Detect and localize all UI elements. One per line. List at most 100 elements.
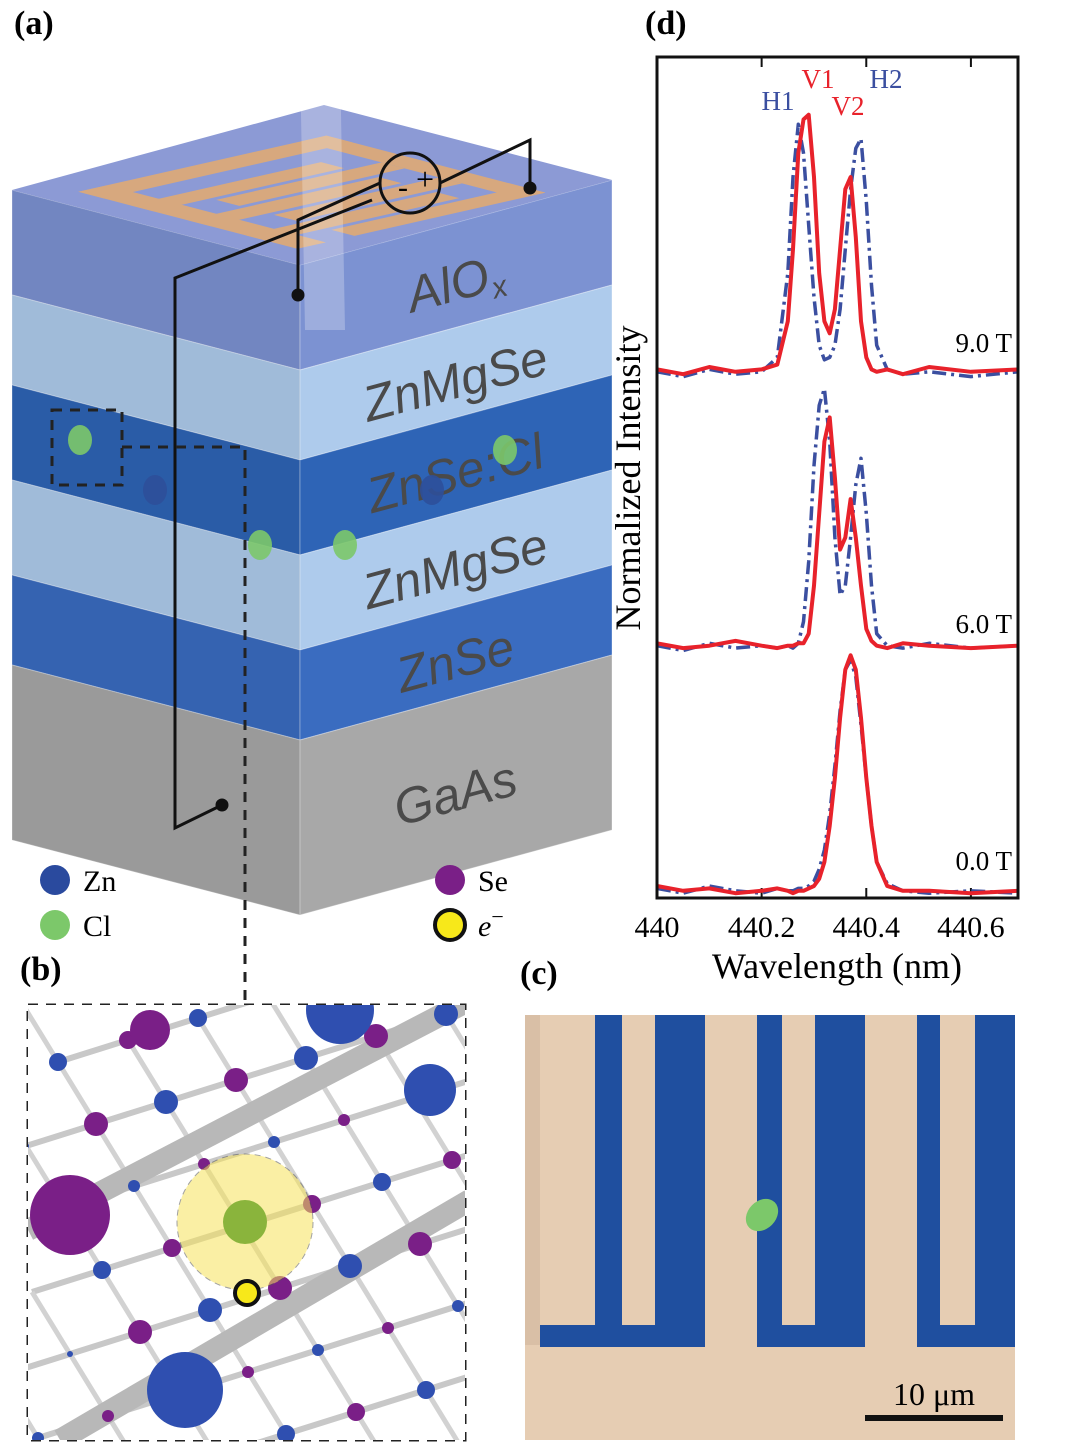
x-axis-label: Wavelength (nm) [712, 946, 962, 986]
bond [31, 1267, 103, 1295]
bond [139, 1307, 211, 1335]
atom [30, 1175, 110, 1255]
bond [28, 1008, 61, 1064]
bond [28, 1351, 71, 1371]
atom [0, 1373, 3, 1379]
bond [57, 1037, 129, 1065]
spectrum-line [656, 653, 1019, 896]
spectrum-line [656, 415, 1019, 651]
atom [443, 1151, 461, 1169]
bond [451, 1152, 465, 1163]
atom [93, 1261, 111, 1279]
legend-label: Cl [83, 910, 111, 943]
peak-label: H1 [762, 86, 795, 116]
atom [306, 1005, 374, 1044]
atom [478, 1210, 502, 1234]
bond [315, 1348, 359, 1414]
lattice [0, 987, 528, 1440]
field-label: 9.0 T [955, 328, 1012, 358]
atom [417, 1381, 435, 1399]
scale-label: 10 μm [893, 1376, 975, 1412]
dopant [745, 1198, 779, 1232]
atom [198, 1298, 222, 1322]
bond [95, 1099, 167, 1127]
bond [311, 1179, 383, 1207]
atom [364, 1024, 388, 1048]
layer-shade [12, 575, 300, 740]
legend-text: Zn [83, 865, 116, 898]
field-label: 6.0 T [955, 609, 1012, 639]
bond [273, 1117, 345, 1145]
legend-label: Zn [83, 865, 116, 898]
bond [29, 1290, 73, 1356]
bond [385, 1326, 429, 1392]
dopant [68, 425, 92, 455]
electrode-gap [917, 1015, 940, 1345]
panel-label: (d) [645, 5, 687, 42]
legend-swatch [40, 865, 70, 895]
spectrum-line [656, 122, 1019, 379]
legend: Zn Cl Se e− [40, 865, 508, 943]
layer-right [299, 654, 613, 916]
atom [312, 1344, 324, 1356]
legend-sup: − [491, 904, 503, 929]
bond [490, 1222, 528, 1284]
electrode-gap [917, 1325, 1015, 1347]
bond [381, 1157, 453, 1185]
atom [452, 1300, 464, 1312]
electrode-gap [595, 1015, 622, 1345]
x-tick-label: 440.2 [728, 911, 796, 944]
bond [417, 1242, 461, 1308]
atom [32, 1432, 44, 1440]
bond [105, 1414, 126, 1440]
y-axis-label: Normalized Intensity [608, 326, 648, 631]
atom [277, 1425, 295, 1440]
bond [387, 1303, 459, 1331]
peak-label: V2 [832, 91, 865, 121]
panel-label: (b) [20, 951, 62, 988]
legend-text: Cl [83, 910, 111, 943]
layer-shade [12, 190, 300, 370]
atom [84, 1112, 108, 1136]
bond [305, 1033, 377, 1061]
dopant [333, 530, 357, 560]
atom [347, 1403, 365, 1421]
legend-label: e− [478, 904, 504, 943]
atom [163, 1239, 181, 1257]
field-label: 0.0 T [955, 846, 1012, 876]
bond [131, 1184, 175, 1250]
atom [154, 1090, 178, 1114]
x-tick-label: 440 [635, 911, 680, 944]
bond [355, 1387, 427, 1415]
micrograph: 10 μm [525, 1015, 1015, 1440]
atom [434, 1005, 458, 1026]
bond [341, 1118, 385, 1184]
bond [195, 1016, 239, 1082]
bond [317, 1325, 389, 1353]
bond [235, 1055, 307, 1083]
legend-swatch [435, 865, 465, 895]
bond [455, 1304, 465, 1323]
bond [245, 1370, 289, 1436]
bond [133, 1161, 205, 1189]
bond [101, 1245, 173, 1273]
bond [197, 1005, 250, 1021]
atom [102, 1410, 114, 1422]
electrode-gap [815, 1015, 865, 1345]
atom [189, 1009, 207, 1027]
bond [425, 1374, 465, 1393]
atom [404, 1064, 456, 1116]
circuit [173, 137, 537, 831]
atom [268, 1136, 280, 1148]
bond [285, 1409, 357, 1437]
bond [99, 1268, 143, 1334]
atom [130, 1010, 170, 1050]
circuit-minus: - [398, 171, 408, 204]
bond [423, 1388, 460, 1440]
electrode-gap [975, 1015, 1015, 1345]
atom [67, 1351, 73, 1357]
legend-label: Se [478, 865, 508, 898]
atom [259, 987, 277, 1005]
spectrum-line [656, 112, 1019, 377]
